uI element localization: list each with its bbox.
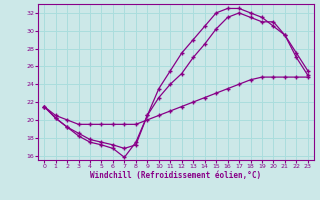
X-axis label: Windchill (Refroidissement éolien,°C): Windchill (Refroidissement éolien,°C): [91, 171, 261, 180]
